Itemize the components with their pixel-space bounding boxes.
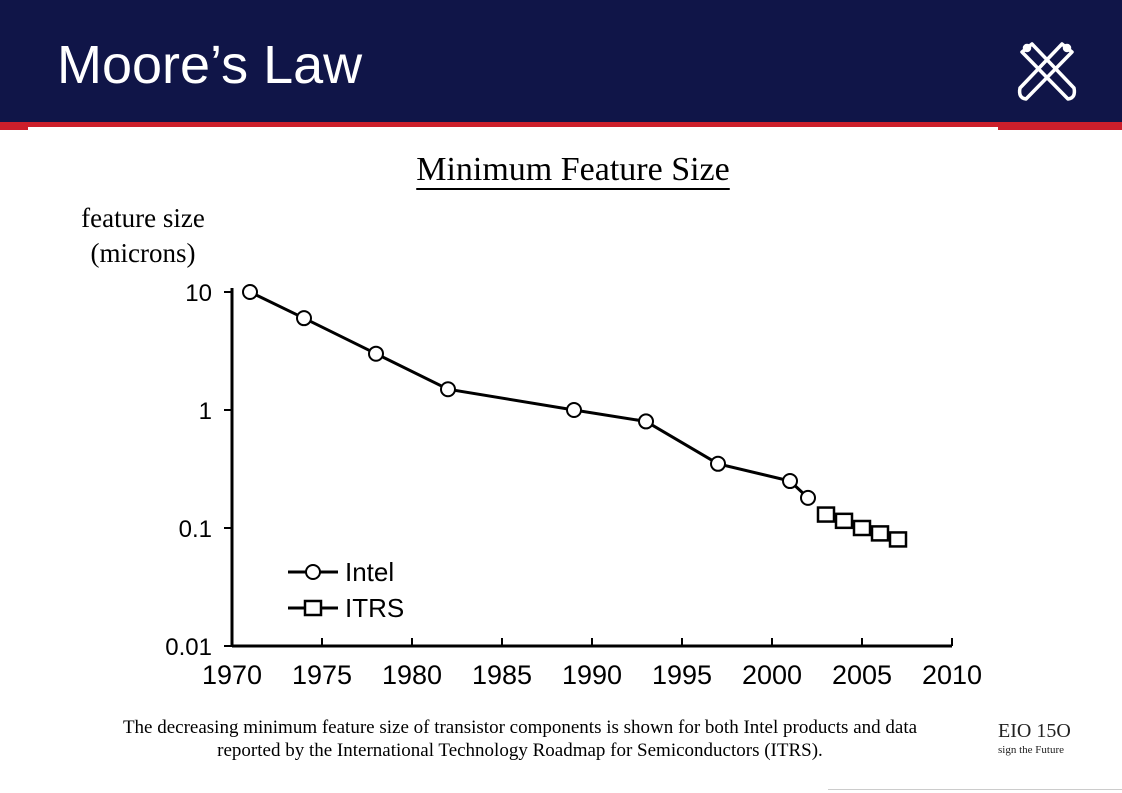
y-tick-label: 1 xyxy=(199,398,212,425)
axes xyxy=(230,288,952,648)
y-axis-label-line1: feature size xyxy=(81,203,205,233)
legend-label-itrs: ITRS xyxy=(345,593,404,623)
figure-caption: The decreasing minimum feature size of t… xyxy=(40,716,1000,762)
x-tick-label: 2010 xyxy=(922,660,982,690)
series-itrs xyxy=(816,506,908,548)
data-point-intel xyxy=(710,455,726,472)
data-point-intel xyxy=(440,381,456,398)
data-point-itrs xyxy=(870,525,890,542)
data-point-intel xyxy=(566,402,582,418)
legend-label-intel: Intel xyxy=(345,557,394,587)
x-tick-label: 1980 xyxy=(382,660,442,690)
data-point-itrs xyxy=(816,506,836,523)
data-point-intel xyxy=(782,473,798,490)
data-point-intel xyxy=(800,489,816,506)
data-point-itrs xyxy=(888,531,908,548)
course-tagline: sign the Future xyxy=(998,744,1064,756)
legend: Intel ITRS xyxy=(288,557,404,623)
x-tick-label: 1995 xyxy=(652,660,712,690)
course-brand: EIO 15O sign the Future xyxy=(998,720,1071,756)
x-tick-label: 1970 xyxy=(202,660,262,690)
legend-marker-itrs xyxy=(303,599,323,617)
slide-header: Moore’s Law xyxy=(0,0,1122,122)
y-tick-label: 0.01 xyxy=(165,634,212,661)
x-tick-label: 1975 xyxy=(292,660,352,690)
data-point-intel xyxy=(242,284,258,300)
x-tick-label: 2005 xyxy=(832,660,892,690)
feature-size-chart: Minimum Feature Size feature size (micro… xyxy=(81,151,982,690)
caption-line-2: reported by the International Technology… xyxy=(217,740,823,761)
data-point-itrs xyxy=(834,512,854,530)
course-code: EIO 15O xyxy=(998,720,1071,742)
y-axis-label-line2: (microns) xyxy=(91,238,196,268)
legend-marker-intel xyxy=(305,564,321,580)
caption-line-1: The decreasing minimum feature size of t… xyxy=(122,717,918,738)
slide-title: Moore’s Law xyxy=(57,35,363,95)
accent-bar-left xyxy=(0,122,28,130)
data-point-intel xyxy=(296,310,312,327)
x-tick-label: 2000 xyxy=(742,660,802,690)
y-tick-label: 10 xyxy=(185,280,212,307)
footer-divider xyxy=(828,789,1122,790)
x-tick-label: 1985 xyxy=(472,660,532,690)
data-point-intel xyxy=(638,413,654,430)
series-intel xyxy=(242,284,816,506)
chart-title: Minimum Feature Size xyxy=(416,151,730,188)
x-tick-label: 1990 xyxy=(562,660,622,690)
data-point-intel xyxy=(368,345,384,362)
data-point-itrs xyxy=(852,519,872,537)
accent-bar-right xyxy=(998,122,1122,130)
y-tick-label: 0.1 xyxy=(179,516,212,543)
series-layer xyxy=(242,284,908,548)
accent-bar xyxy=(28,122,998,127)
crossed-tools-icon xyxy=(1017,42,1077,101)
